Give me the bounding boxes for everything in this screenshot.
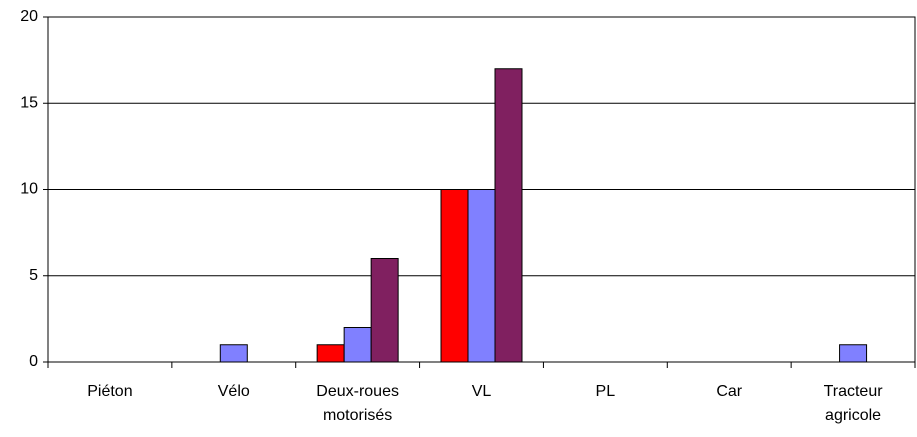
y-tick-label: 10 [20, 181, 38, 198]
bar [467, 189, 496, 363]
x-tick-label: Vélo [217, 383, 250, 400]
bar [343, 327, 372, 363]
x-tick-label: Tracteur agricole [823, 383, 883, 424]
x-tick-label: Deux-roues motorisés [316, 383, 399, 424]
y-tick-label: 15 [20, 94, 38, 111]
x-tick-label: PL [595, 383, 616, 400]
bar [494, 68, 523, 363]
y-tick-label: 0 [29, 353, 38, 370]
y-tick-label: 20 [20, 8, 38, 25]
bar [839, 344, 868, 363]
x-tick-label: Piéton [87, 383, 133, 400]
bar [219, 344, 248, 363]
x-tick-label: VL [471, 383, 492, 400]
y-tick-label: 5 [29, 267, 38, 284]
bar [440, 189, 469, 363]
bar [316, 344, 345, 363]
bar [370, 258, 399, 363]
x-tick-label: Car [716, 383, 743, 400]
